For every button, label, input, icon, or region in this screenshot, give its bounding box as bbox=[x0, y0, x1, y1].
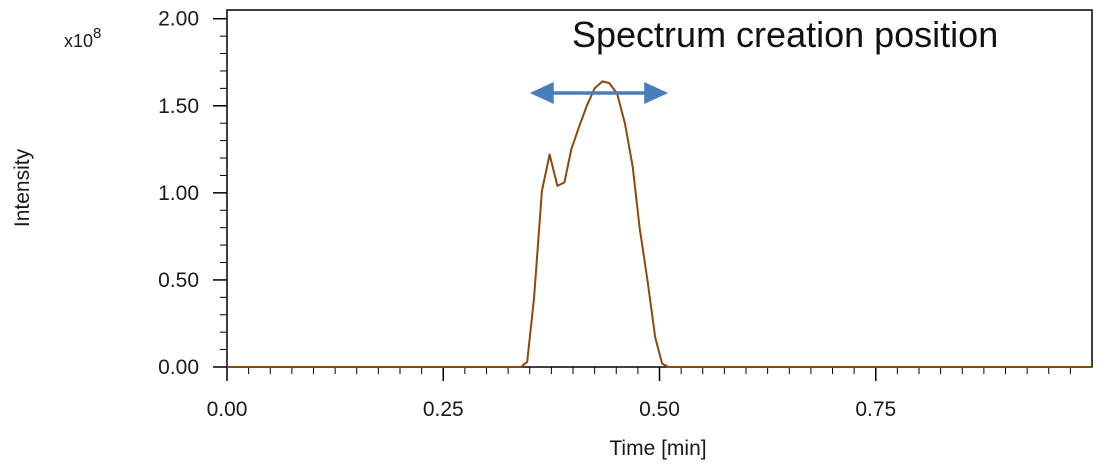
arrow-head-right bbox=[644, 81, 669, 104]
y-multiplier-label: x108 bbox=[64, 25, 101, 51]
x-tick-label: 0.75 bbox=[855, 398, 896, 421]
annotation-text: Spectrum creation position bbox=[572, 14, 998, 55]
tick-labels: 0.00 0.25 0.50 0.75 0.00 0.50 1.00 1.50 2.00 bbox=[158, 8, 896, 421]
y-multiplier-exponent: 8 bbox=[93, 25, 101, 42]
plot-frame bbox=[226, 9, 1093, 368]
arrow-head-left bbox=[529, 81, 554, 104]
y-multiplier-base: x10 bbox=[64, 31, 93, 51]
y-tick-label: 0.50 bbox=[158, 269, 199, 292]
x-tick-label: 0.50 bbox=[639, 398, 680, 421]
annotation-layer: Spectrum creation position bbox=[529, 14, 998, 104]
y-tick-label: 2.00 bbox=[158, 8, 199, 31]
x-tick-label: 0.25 bbox=[423, 398, 464, 421]
y-tick-label: 0.00 bbox=[158, 356, 199, 379]
x-tick-label: 0.00 bbox=[207, 398, 248, 421]
y-tick-label: 1.00 bbox=[158, 182, 199, 205]
y-axis-label: Intensity bbox=[11, 148, 34, 227]
series-layer bbox=[227, 80, 1092, 368]
series-line bbox=[227, 80, 1092, 368]
plot-border bbox=[226, 9, 1093, 368]
x-axis-label: Time [min] bbox=[609, 437, 706, 460]
axis-ticks bbox=[213, 17, 1071, 381]
y-tick-label: 1.50 bbox=[158, 95, 199, 118]
